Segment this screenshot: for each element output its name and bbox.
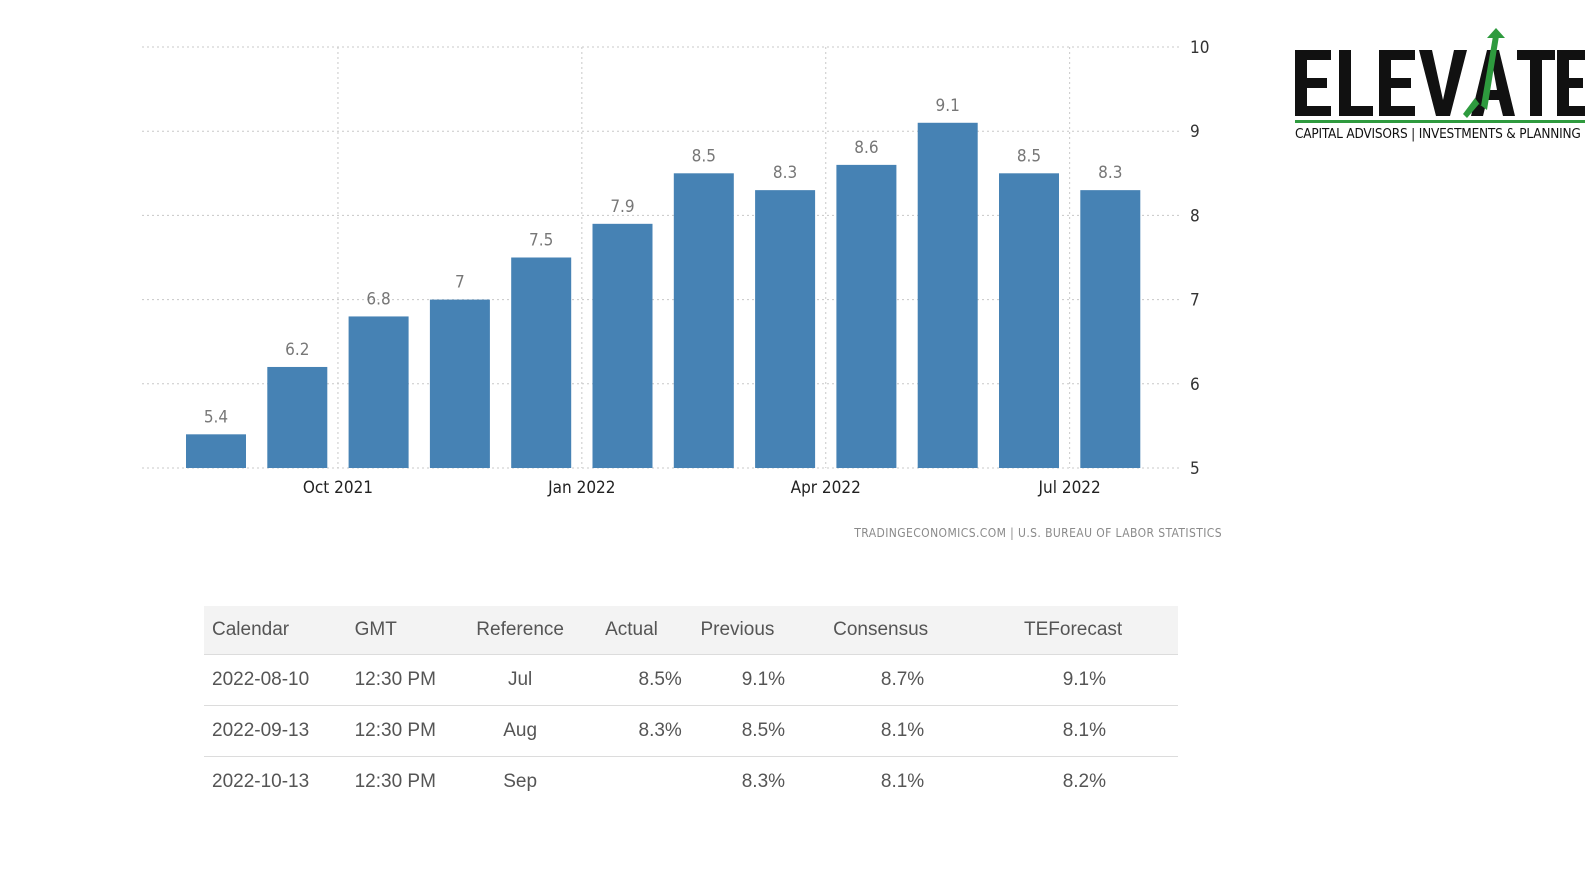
bar-value-label: 8.5: [692, 146, 716, 166]
cell-actual: 8.3%: [581, 705, 682, 757]
cell-previous: 8.3%: [741, 771, 786, 792]
bar[interactable]: [511, 257, 572, 469]
bar-value-label: 8.3: [773, 163, 797, 183]
economic-calendar-table: Calendar GMT Reference Actual Previous C…: [204, 606, 1178, 807]
y-tick-label: 9: [1190, 122, 1200, 142]
y-tick-label: 6: [1190, 375, 1200, 395]
x-tick-label: Apr 2022: [791, 478, 861, 498]
bar[interactable]: [1080, 190, 1141, 468]
bar[interactable]: [592, 223, 653, 468]
elevate-logo-mark: [1295, 28, 1585, 123]
y-tick-label: 8: [1190, 206, 1200, 226]
logo-underline: [1295, 120, 1585, 123]
x-tick-label: Jan 2022: [547, 478, 615, 498]
header-previous: Previous: [681, 606, 794, 655]
bar-value-label: 7.9: [610, 197, 634, 217]
header-reference: Reference: [459, 606, 582, 655]
cell-previous: 9.1%: [681, 654, 794, 706]
cell-consensus: 8.7%: [793, 654, 969, 706]
table-row: 2022-08-10 12:30 PM Jul 8.5% 9.1% 8.7% 9…: [204, 654, 1178, 706]
logo-letter-e3: [1557, 50, 1585, 116]
header-consensus: Consensus: [793, 606, 969, 655]
header-actual: Actual: [581, 606, 682, 655]
y-axis-ticks: 5 6 7 8 9 10: [1190, 38, 1209, 479]
cell-actual: [581, 757, 682, 808]
bar[interactable]: [917, 122, 978, 468]
logo-letter-v: [1419, 50, 1467, 116]
logo-letter-a: [1471, 50, 1515, 116]
x-axis-ticks: Oct 2021 Jan 2022 Apr 2022 Jul 2022: [303, 478, 1101, 498]
bar-value-label: 6.8: [366, 289, 390, 309]
logo-tagline: CAPITAL ADVISORS | INVESTMENTS & PLANNIN…: [1295, 126, 1581, 142]
chart-source-note[interactable]: TRADINGECONOMICS.COM | U.S. BUREAU OF LA…: [854, 526, 1222, 540]
logo-letter-e1: [1295, 50, 1331, 116]
y-tick-label: 7: [1190, 291, 1200, 311]
cell-teforecast: 9.1%: [968, 654, 1178, 706]
x-tick-label: Jul 2022: [1038, 478, 1101, 498]
header-gmt: GMT: [354, 606, 460, 655]
cell-reference: Sep: [503, 771, 538, 792]
elevate-logo: CAPITAL ADVISORS | INVESTMENTS & PLANNIN…: [1295, 28, 1585, 148]
bar-value-label: 5.4: [204, 407, 228, 427]
value-labels: 5.4 6.2 6.8 7 7.5 7.9 8.5 8.3 8.6 9.1 8.5 8.3: [204, 96, 1123, 428]
header-teforecast: TEForecast: [968, 606, 1178, 655]
cell-consensus: 8.1%: [880, 771, 925, 792]
bar-value-label: 7: [455, 273, 465, 293]
bar-value-label: 9.1: [936, 96, 960, 116]
bar-value-label: 6.2: [285, 340, 309, 360]
logo-letter-t: [1517, 50, 1555, 116]
cell-gmt: 12:30 PM: [354, 705, 460, 757]
bar[interactable]: [186, 434, 246, 468]
bar[interactable]: [348, 316, 409, 468]
cell-gmt: 12:30 PM: [354, 771, 436, 792]
header-calendar: Calendar: [204, 606, 355, 655]
cell-calendar: 2022-08-10: [204, 654, 355, 706]
bar[interactable]: [673, 173, 734, 469]
bar[interactable]: [755, 190, 816, 468]
table-row: 2022-10-13 12:30 PM Sep 8.3% 8.1% 8.2%: [204, 757, 1178, 808]
cell-calendar: 2022-10-13: [212, 771, 310, 792]
y-tick-label: 5: [1190, 459, 1200, 479]
cell-teforecast: 8.1%: [968, 705, 1178, 757]
cell-gmt: 12:30 PM: [354, 654, 460, 706]
cell-reference: Jul: [459, 654, 582, 706]
bar[interactable]: [999, 173, 1059, 469]
bar-value-label: 8.5: [1017, 146, 1041, 166]
bar-value-label: 8.3: [1098, 163, 1122, 183]
x-tick-label: Oct 2021: [303, 478, 373, 498]
cell-consensus: 8.1%: [793, 705, 969, 757]
bar[interactable]: [267, 366, 328, 468]
cell-teforecast: 8.2%: [1062, 771, 1106, 792]
logo-letter-l: [1339, 50, 1373, 116]
bar-value-label: 7.5: [529, 231, 553, 251]
cell-actual: 8.5%: [581, 654, 682, 706]
cell-previous: 8.5%: [681, 705, 794, 757]
table-row: 2022-09-13 12:30 PM Aug 8.3% 8.5% 8.1% 8…: [204, 705, 1178, 757]
bar-value-label: 8.6: [854, 138, 878, 158]
table-header-row: Calendar GMT Reference Actual Previous C…: [204, 606, 1178, 655]
bar[interactable]: [836, 164, 897, 468]
bar[interactable]: [429, 299, 490, 468]
bars: [186, 122, 1141, 469]
logo-letter-e2: [1379, 50, 1415, 116]
y-tick-label: 10: [1190, 38, 1209, 58]
cell-reference: Aug: [459, 705, 582, 757]
logo-arrow-icon: [1463, 36, 1499, 118]
cell-calendar: 2022-09-13: [204, 705, 355, 757]
